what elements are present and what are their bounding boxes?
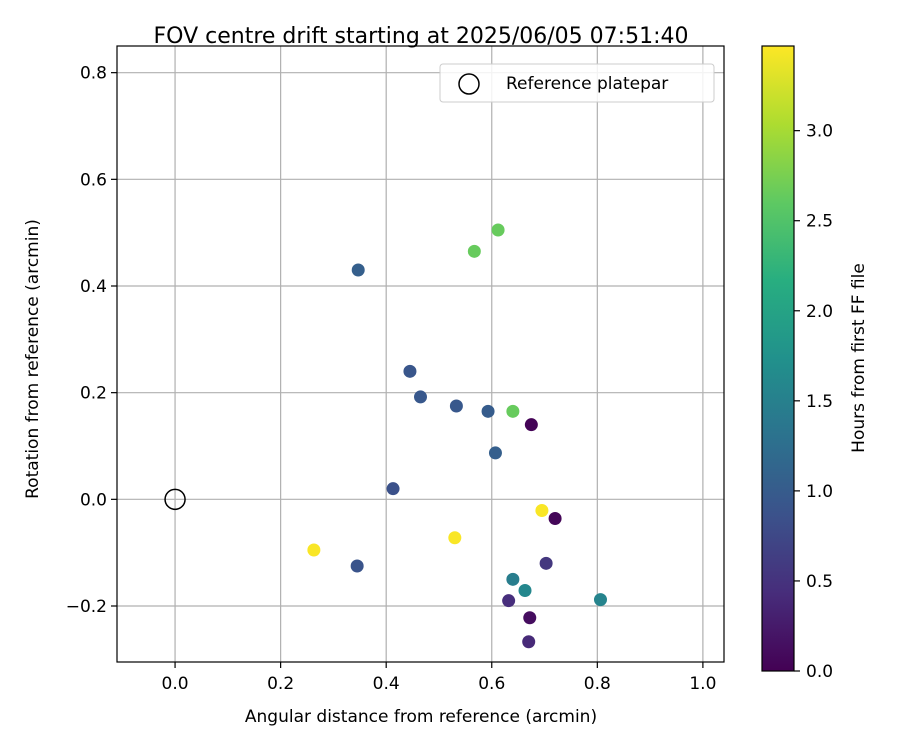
colorbar-ticks: 0.0 0.5 1.0 1.5 2.0 2.5 3.0 xyxy=(794,122,833,682)
chart-title: FOV centre drift starting at 2025/06/05 … xyxy=(154,24,689,49)
data-point xyxy=(307,543,321,557)
y-axis-label: Rotation from reference (arcmin) xyxy=(23,219,43,499)
data-point xyxy=(481,404,495,418)
data-point xyxy=(502,594,516,608)
data-point xyxy=(414,390,427,404)
data-point xyxy=(539,556,553,570)
data-points xyxy=(307,223,607,649)
colorbar-tick-label: 0.5 xyxy=(806,572,833,592)
y-tick-label: 0.0 xyxy=(80,490,107,510)
x-tick-label: 0.6 xyxy=(478,674,505,694)
plot-frame xyxy=(116,45,725,663)
data-point xyxy=(351,263,365,277)
colorbar-tick-label: 1.0 xyxy=(806,482,833,502)
colorbar-label: Hours from first FF file xyxy=(849,263,869,453)
x-tick-label: 0.8 xyxy=(584,674,611,694)
colorbar-scale xyxy=(761,45,795,672)
data-point xyxy=(350,559,364,573)
data-point xyxy=(449,399,463,413)
y-tick-label: 0.4 xyxy=(80,277,107,297)
data-point xyxy=(524,418,538,432)
data-point xyxy=(488,446,502,460)
data-point xyxy=(518,584,532,598)
y-tick-label: 0.2 xyxy=(80,384,107,404)
data-point xyxy=(535,504,549,518)
reference-marker-group xyxy=(164,488,186,511)
data-point xyxy=(386,482,400,496)
colorbar-tick-label: 3.0 xyxy=(806,122,833,142)
x-tick-label: 0.4 xyxy=(373,674,400,694)
colorbar-tick-label: 1.5 xyxy=(806,392,833,412)
data-point xyxy=(506,404,520,418)
x-tick-label: 1.0 xyxy=(689,674,716,694)
y-tick-label: 0.8 xyxy=(80,64,107,84)
data-point xyxy=(548,512,562,526)
x-axis-label: Angular distance from reference (arcmin) xyxy=(245,707,597,727)
legend-box xyxy=(439,63,715,103)
data-point xyxy=(491,223,505,237)
y-tick-label: 0.6 xyxy=(80,170,107,190)
grid-lines xyxy=(117,46,724,662)
data-point xyxy=(467,244,481,258)
colorbar-tick-label: 0.0 xyxy=(806,662,833,682)
data-point xyxy=(506,572,520,586)
legend-marker-icon xyxy=(458,73,480,95)
x-tick-label: 0.0 xyxy=(162,674,189,694)
y-tick-label: −0.2 xyxy=(66,597,107,617)
colorbar: 0.0 0.5 1.0 1.5 2.0 2.5 3.0 Hours from first F… xyxy=(761,45,869,682)
x-tick-label: 0.2 xyxy=(267,674,294,694)
colorbar-tick-label: 2.0 xyxy=(806,302,833,322)
data-point xyxy=(403,364,417,378)
reference-platepar-marker xyxy=(164,488,186,511)
data-point xyxy=(448,531,462,545)
legend: Reference platepar xyxy=(439,63,715,103)
legend-label: Reference platepar xyxy=(506,74,668,94)
data-point xyxy=(593,593,607,607)
axis-ticks: 0.0 0.2 0.4 0.6 0.8 1.0 −0.2 0.0 0.2 0.4 0.6 0.8 xyxy=(66,64,717,694)
data-point xyxy=(522,635,536,649)
colorbar-tick-label: 2.5 xyxy=(806,212,833,232)
data-point xyxy=(523,611,537,625)
